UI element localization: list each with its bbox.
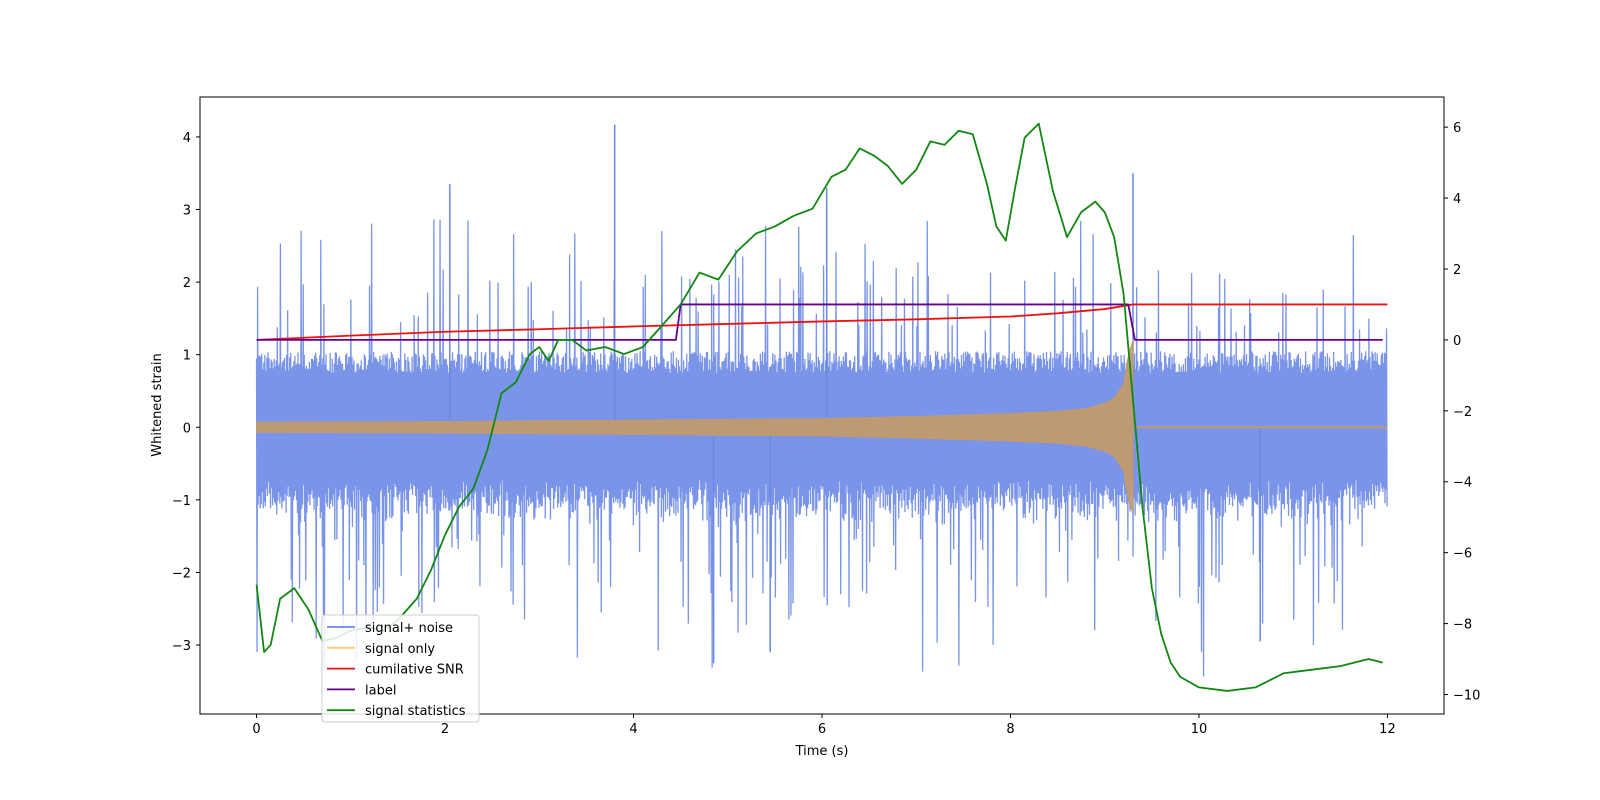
- x-tick-label: 2: [441, 722, 449, 737]
- y-right-tick-label: 0: [1453, 334, 1461, 349]
- y-right-tick-label: −4: [1453, 476, 1472, 491]
- series-layer: [255, 122, 1388, 692]
- series-cumulative-snr: [256, 303, 1388, 341]
- y-left-tick-label: 3: [183, 204, 191, 219]
- y-right-tick-label: 6: [1453, 121, 1461, 136]
- y-right-tick-label: 2: [1453, 263, 1461, 278]
- y-left-tick-label: 1: [183, 349, 191, 364]
- y-right-tick-label: −10: [1453, 688, 1480, 703]
- y-right-tick-label: −6: [1453, 547, 1472, 562]
- y-left-tick-label: −3: [172, 639, 191, 654]
- y-left-tick-label: 0: [183, 421, 191, 436]
- legend-label: signal statistics: [365, 704, 466, 719]
- y-left-tick-label: −2: [172, 566, 191, 581]
- legend-label: label: [365, 683, 396, 698]
- legend-label: signal+ noise: [365, 621, 453, 636]
- series-signal-only: [256, 340, 1134, 515]
- y-right-tick-label: −2: [1453, 405, 1472, 420]
- legend-label: signal only: [365, 642, 435, 657]
- legend-box: [321, 614, 480, 723]
- x-tick-label: 10: [1191, 722, 1208, 737]
- y-left-tick-label: −1: [172, 494, 191, 509]
- x-tick-label: 4: [629, 722, 637, 737]
- series-label: [256, 303, 1383, 341]
- y-right-tick-label: 4: [1453, 192, 1461, 207]
- x-tick-label: 6: [818, 722, 826, 737]
- legend: signal+ noise signal only cumilative SNR la…: [321, 614, 480, 723]
- legend-label: cumilative SNR: [365, 663, 464, 678]
- y-axis-right: −10 −8 −6 −4 −2 0 2 4 6: [1444, 121, 1480, 703]
- x-tick-label: 0: [252, 722, 260, 737]
- series-signal-statistics: [255, 122, 1383, 692]
- y-axis-left: −3 −2 −1 0 1 2 3 4: [172, 131, 200, 654]
- y-left-tick-label: 4: [183, 131, 191, 146]
- y-axis-label-left: Whitened strain: [150, 353, 165, 456]
- y-right-tick-label: −8: [1453, 618, 1472, 633]
- x-axis-label: Time (s): [795, 744, 849, 759]
- x-tick-label: 8: [1006, 722, 1014, 737]
- y-left-tick-label: 2: [183, 276, 191, 291]
- x-tick-label: 12: [1379, 722, 1396, 737]
- x-axis: 0 2 4 6 8 10 12: [252, 714, 1396, 737]
